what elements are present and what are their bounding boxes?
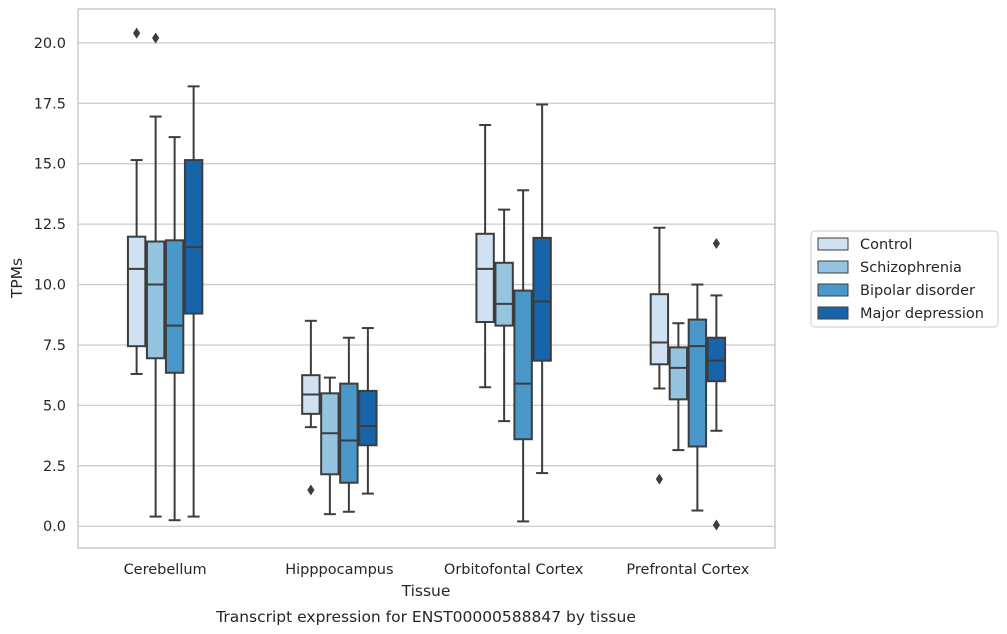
box xyxy=(183,159,204,315)
box-group xyxy=(475,103,552,523)
y-tick-label: 0.0 xyxy=(43,519,66,535)
y-tick-label: 12.5 xyxy=(34,217,66,233)
plot-frame xyxy=(77,8,776,549)
y-axis-label: TPMs xyxy=(8,258,26,299)
box-group xyxy=(649,226,727,531)
box xyxy=(164,239,185,374)
legend-swatch xyxy=(817,237,849,251)
x-axis-label: Tissue xyxy=(401,582,451,600)
x-tick-labels: Cerebellum Hipppocampus Orbitofontal Corte… xyxy=(124,562,750,578)
x-tick-label: Hipppocampus xyxy=(285,562,393,578)
legend-frame xyxy=(810,230,999,328)
box xyxy=(145,240,166,360)
legend-label: Major depression xyxy=(860,306,984,322)
outlier-point xyxy=(712,237,720,249)
outlier-point xyxy=(712,519,720,531)
box xyxy=(494,261,514,327)
y-tick-label: 7.5 xyxy=(43,338,66,354)
y-tick-label: 20.0 xyxy=(34,36,66,52)
x-tick-label: Orbitofontal Cortex xyxy=(444,562,584,578)
legend-swatch xyxy=(817,306,849,320)
y-tick-label: 10.0 xyxy=(34,278,66,294)
box-groups xyxy=(126,27,727,531)
box xyxy=(358,389,378,447)
y-tick-label: 15.0 xyxy=(34,157,66,173)
box xyxy=(687,318,708,448)
legend-label: Schizophrenia xyxy=(860,260,962,276)
box-group xyxy=(301,319,378,516)
box xyxy=(532,236,552,362)
outlier-point xyxy=(152,32,160,44)
y-tick-labels: 0.0 2.5 5.0 7.5 10.0 12.5 15.0 17.5 20.0 xyxy=(34,36,66,535)
legend: Control Schizophrenia Bipolar disorder Majo… xyxy=(810,230,999,328)
y-tick-label: 2.5 xyxy=(43,459,66,475)
y-tick-label: 17.5 xyxy=(34,96,66,112)
outlier-point xyxy=(133,27,141,39)
box xyxy=(475,232,495,324)
box xyxy=(649,293,670,366)
legend-label: Bipolar disorder xyxy=(860,283,975,299)
y-tick-label: 5.0 xyxy=(43,398,66,414)
outlier-point xyxy=(655,473,663,485)
box xyxy=(513,289,533,441)
box xyxy=(126,235,147,348)
box xyxy=(706,336,727,383)
box xyxy=(668,346,689,401)
x-tick-label: Prefrontal Cortex xyxy=(626,562,749,578)
legend-swatch xyxy=(817,283,849,297)
x-tick-label: Cerebellum xyxy=(124,562,207,578)
legend-label: Control xyxy=(860,237,912,253)
box xyxy=(339,382,359,484)
chart-caption: Transcript expression for ENST0000058884… xyxy=(215,608,636,626)
legend-swatch xyxy=(817,260,849,274)
outlier-point xyxy=(307,484,315,496)
box-group xyxy=(126,27,204,522)
